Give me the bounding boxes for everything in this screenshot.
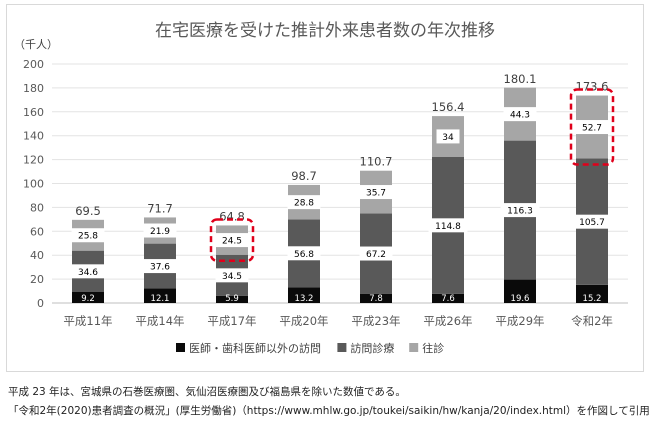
- data-label-box: [287, 195, 321, 210]
- data-label-box: [143, 223, 177, 238]
- y-tick-label: 140: [23, 130, 44, 143]
- x-tick-label: 平成11年: [63, 314, 112, 328]
- bar-segment-1: [144, 288, 176, 303]
- data-label: 28.8: [294, 199, 314, 209]
- bar-segment-1: [576, 284, 608, 303]
- y-tick-label: 120: [23, 154, 44, 167]
- data-label: 7.6: [441, 294, 455, 304]
- y-tick-label: 20: [30, 273, 44, 286]
- data-label: 13.2: [295, 294, 314, 304]
- y-tick-label: 40: [30, 249, 44, 262]
- total-label: 180.1: [504, 72, 537, 86]
- data-label: 5.9: [225, 294, 239, 304]
- data-label: 34.6: [78, 268, 98, 278]
- x-tick-label: 平成23年: [351, 314, 400, 328]
- total-label: 71.7: [147, 201, 173, 215]
- legend-label: 医師・歯科医師以外の訪問: [189, 341, 321, 355]
- data-label-box: [359, 185, 393, 200]
- bar-segment-1: [360, 293, 392, 303]
- data-label: 12.1: [151, 294, 170, 304]
- x-axis: 平成11年 平成14年 平成17年 平成20年 平成23年 平成26年 平成29年 令和2年: [63, 314, 612, 328]
- total-label: 173.6: [576, 80, 609, 94]
- x-tick-label: 平成17年: [207, 314, 256, 328]
- legend-label: 往診: [422, 341, 444, 355]
- data-label-box: [287, 246, 321, 261]
- y-tick-label: 180: [23, 82, 44, 95]
- data-label-box: [215, 233, 249, 248]
- data-label: 25.8: [78, 232, 98, 242]
- data-label: 52.7: [582, 124, 602, 134]
- data-label-box: [359, 246, 393, 261]
- y-tick-label: 200: [23, 58, 44, 71]
- x-tick-label: 令和2年: [571, 314, 613, 328]
- data-label-box: [575, 120, 609, 135]
- data-labels: 9.2 34.6 25.8 69.5 12.1 37.6 21.9 71.7 5.9 34.5 24…: [71, 72, 615, 304]
- total-label: 64.8: [219, 210, 245, 224]
- bar-segment-1: [288, 287, 320, 303]
- data-label-box: [503, 107, 537, 122]
- total-label: 156.4: [432, 100, 465, 114]
- data-label-box: [215, 268, 249, 283]
- y-tick-label: 100: [23, 178, 44, 191]
- data-label-box: [572, 214, 612, 229]
- data-label: 116.3: [507, 207, 533, 217]
- y-axis: 0 20 40 60 80 100 120 140 160 180 200: [23, 58, 44, 310]
- total-label: 98.7: [291, 169, 317, 183]
- unit-label: （千人）: [14, 38, 58, 51]
- data-label: 105.7: [579, 218, 605, 228]
- y-tick-label: 80: [30, 201, 44, 214]
- x-tick-label: 平成26年: [423, 314, 472, 328]
- data-label: 35.7: [366, 189, 386, 199]
- x-tick-label: 平成29年: [495, 314, 544, 328]
- data-label: 21.9: [150, 227, 170, 237]
- total-label: 69.5: [75, 204, 101, 218]
- chart-frame: [6, 4, 644, 372]
- highlight-box: [569, 88, 615, 166]
- stacked-bar-chart: 在宅医療を受けた推計外来患者数の年次推移 （千人） 0 20 40 60 80 100 12…: [14, 21, 628, 355]
- bar-segment-1: [432, 293, 464, 303]
- legend-label: 訪問診療: [350, 341, 394, 355]
- data-label-box: [428, 218, 468, 233]
- data-label: 34.5: [222, 272, 242, 282]
- data-label: 24.5: [222, 237, 242, 247]
- data-label-box: [71, 228, 105, 243]
- data-label-box: [71, 264, 105, 279]
- data-label-box: [436, 129, 460, 144]
- bar-segment-1: [216, 295, 248, 303]
- footnote-exclusion: 平成 23 年は、宮城県の石巻医療圏、気仙沼医療圏及び福島県を除いた数値である。: [8, 386, 406, 398]
- data-label: 15.2: [583, 294, 602, 304]
- data-label: 44.3: [510, 111, 530, 121]
- x-tick-label: 平成14年: [135, 314, 184, 328]
- data-label: 56.8: [294, 250, 314, 260]
- bar-segment-1: [504, 279, 536, 303]
- y-tick-label: 0: [37, 297, 44, 310]
- data-label: 9.2: [81, 294, 95, 304]
- data-label: 7.8: [369, 294, 383, 304]
- x-tick-label: 平成20年: [279, 314, 328, 328]
- y-tick-label: 60: [30, 225, 44, 238]
- data-label: 19.6: [511, 294, 530, 304]
- y-tick-label: 160: [23, 106, 44, 119]
- legend: 医師・歯科医師以外の訪問 訪問診療 往診: [176, 341, 444, 355]
- chart-title: 在宅医療を受けた推計外来患者数の年次推移: [155, 21, 495, 41]
- data-label-box: [500, 203, 540, 218]
- total-label: 110.7: [360, 155, 393, 169]
- data-label-box: [143, 259, 177, 274]
- data-label: 67.2: [366, 250, 386, 260]
- gridlines: [52, 63, 628, 304]
- legend-swatch: [337, 343, 347, 352]
- data-label: 114.8: [435, 222, 461, 232]
- footnote-source: 「令和2年(2020)患者調査の概況」(厚生労働省)（https://www.m…: [8, 405, 650, 417]
- data-label: 37.6: [150, 263, 170, 273]
- legend-swatch: [176, 343, 185, 352]
- data-label: 34: [442, 133, 454, 143]
- highlight-box: [209, 218, 255, 262]
- legend-swatch: [409, 343, 419, 352]
- bar-segment-1: [72, 292, 104, 303]
